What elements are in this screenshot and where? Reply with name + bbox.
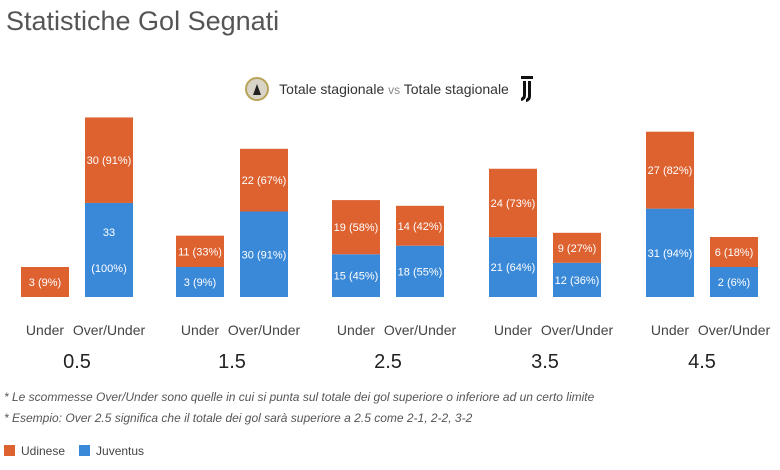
bar-udinese: [489, 168, 537, 238]
bar-label-juventus: 15 (45%): [334, 271, 379, 283]
category-label: Under: [651, 322, 689, 338]
bar-juventus: [489, 237, 537, 297]
threshold-label: 4.5: [688, 351, 716, 373]
bar-juventus: [553, 262, 601, 297]
bar-udinese: [240, 148, 288, 212]
bar-label-juventus: 2 (6%): [718, 277, 750, 289]
bar-juventus: [396, 245, 444, 297]
subtitle-right: Totale stagionale: [403, 81, 509, 98]
legend-item-juventus[interactable]: Juventus: [79, 444, 144, 458]
category-label: Under: [26, 322, 64, 338]
category-label: Over/Under: [541, 322, 614, 338]
bar-label-udinese: 11 (33%): [178, 246, 222, 258]
category-label: Over/Under: [228, 322, 301, 338]
bar-juventus: [240, 211, 288, 297]
stacked-bar-chart: 3 (9%) Under 33 (100%) 30 (91%) Over/Under 3 (…: [21, 117, 771, 373]
legend-label: Juventus: [96, 444, 145, 458]
category-label: Under: [494, 322, 532, 338]
chart-subtitle: Totale stagionale vs Totale stagionale: [0, 75, 780, 106]
bar-label-juventus: 3 (9%): [184, 277, 216, 289]
bar-udinese: [710, 237, 758, 267]
bar-juventus: [176, 267, 224, 297]
bar-label-udinese: 22 (67%): [242, 175, 287, 187]
juventus-swatch: [79, 445, 91, 456]
subtitle-left: Totale stagionale: [279, 81, 385, 98]
footnote-1: * Le scommesse Over/Under sono quelle in…: [4, 390, 595, 404]
subtitle-vs: vs: [388, 83, 401, 98]
bar-label-juventus: 31 (94%): [648, 248, 693, 260]
legend-label: Udinese: [21, 444, 66, 458]
bar-label-udinese: 9 (27%): [558, 243, 597, 255]
category-label: Under: [181, 322, 219, 338]
bar-label-udinese: 24 (73%): [491, 198, 536, 210]
bar-label-udinese: 14 (42%): [398, 221, 443, 233]
threshold-label: 2.5: [374, 351, 402, 373]
bar-juventus: [332, 254, 380, 297]
threshold-label: 0.5: [63, 351, 91, 373]
threshold-label: 3.5: [531, 351, 559, 373]
bar-label-juventus: 18 (55%): [398, 266, 443, 278]
bar-udinese: [553, 232, 601, 263]
bar-label-udinese: 6 (18%): [715, 247, 754, 259]
legend: Udinese Juventus: [4, 444, 144, 458]
category-label: Over/Under: [698, 322, 771, 338]
bar-juventus: [85, 202, 133, 297]
bar-label-juventus: 12 (36%): [555, 275, 600, 287]
bar-label-juventus: (100%): [91, 263, 126, 275]
bar-udinese: [646, 131, 694, 209]
page-title: Statistiche Gol Segnati: [6, 6, 280, 36]
bar-label-juventus: 21 (64%): [491, 262, 536, 274]
category-label: Over/Under: [384, 322, 457, 338]
threshold-label: 1.5: [218, 351, 246, 373]
bar-label-udinese: 27 (82%): [648, 165, 693, 177]
bar-juventus: [646, 208, 694, 297]
bar-udinese: [396, 205, 444, 246]
udinese-crest-icon: [245, 76, 270, 105]
bar-label-udinese: 19 (58%): [334, 222, 379, 234]
bar-udinese: [85, 117, 133, 203]
footnote-2: * Esempio: Over 2.5 significa che il tot…: [4, 411, 473, 425]
bar-udinese: [21, 267, 69, 297]
bar-label-juventus: 33: [103, 227, 115, 239]
legend-item-udinese[interactable]: Udinese: [4, 444, 65, 458]
bar-udinese: [332, 200, 380, 255]
juventus-crest-icon: [519, 75, 535, 106]
bar-udinese: [176, 235, 224, 267]
bar-label-udinese: 30 (91%): [87, 155, 132, 167]
bar-label-juventus: 30 (91%): [242, 249, 287, 261]
category-label: Under: [337, 322, 375, 338]
category-label: Over/Under: [73, 322, 146, 338]
bar-juventus: [710, 267, 758, 297]
udinese-swatch: [4, 445, 15, 456]
bar-label-udinese: 3 (9%): [29, 277, 61, 289]
